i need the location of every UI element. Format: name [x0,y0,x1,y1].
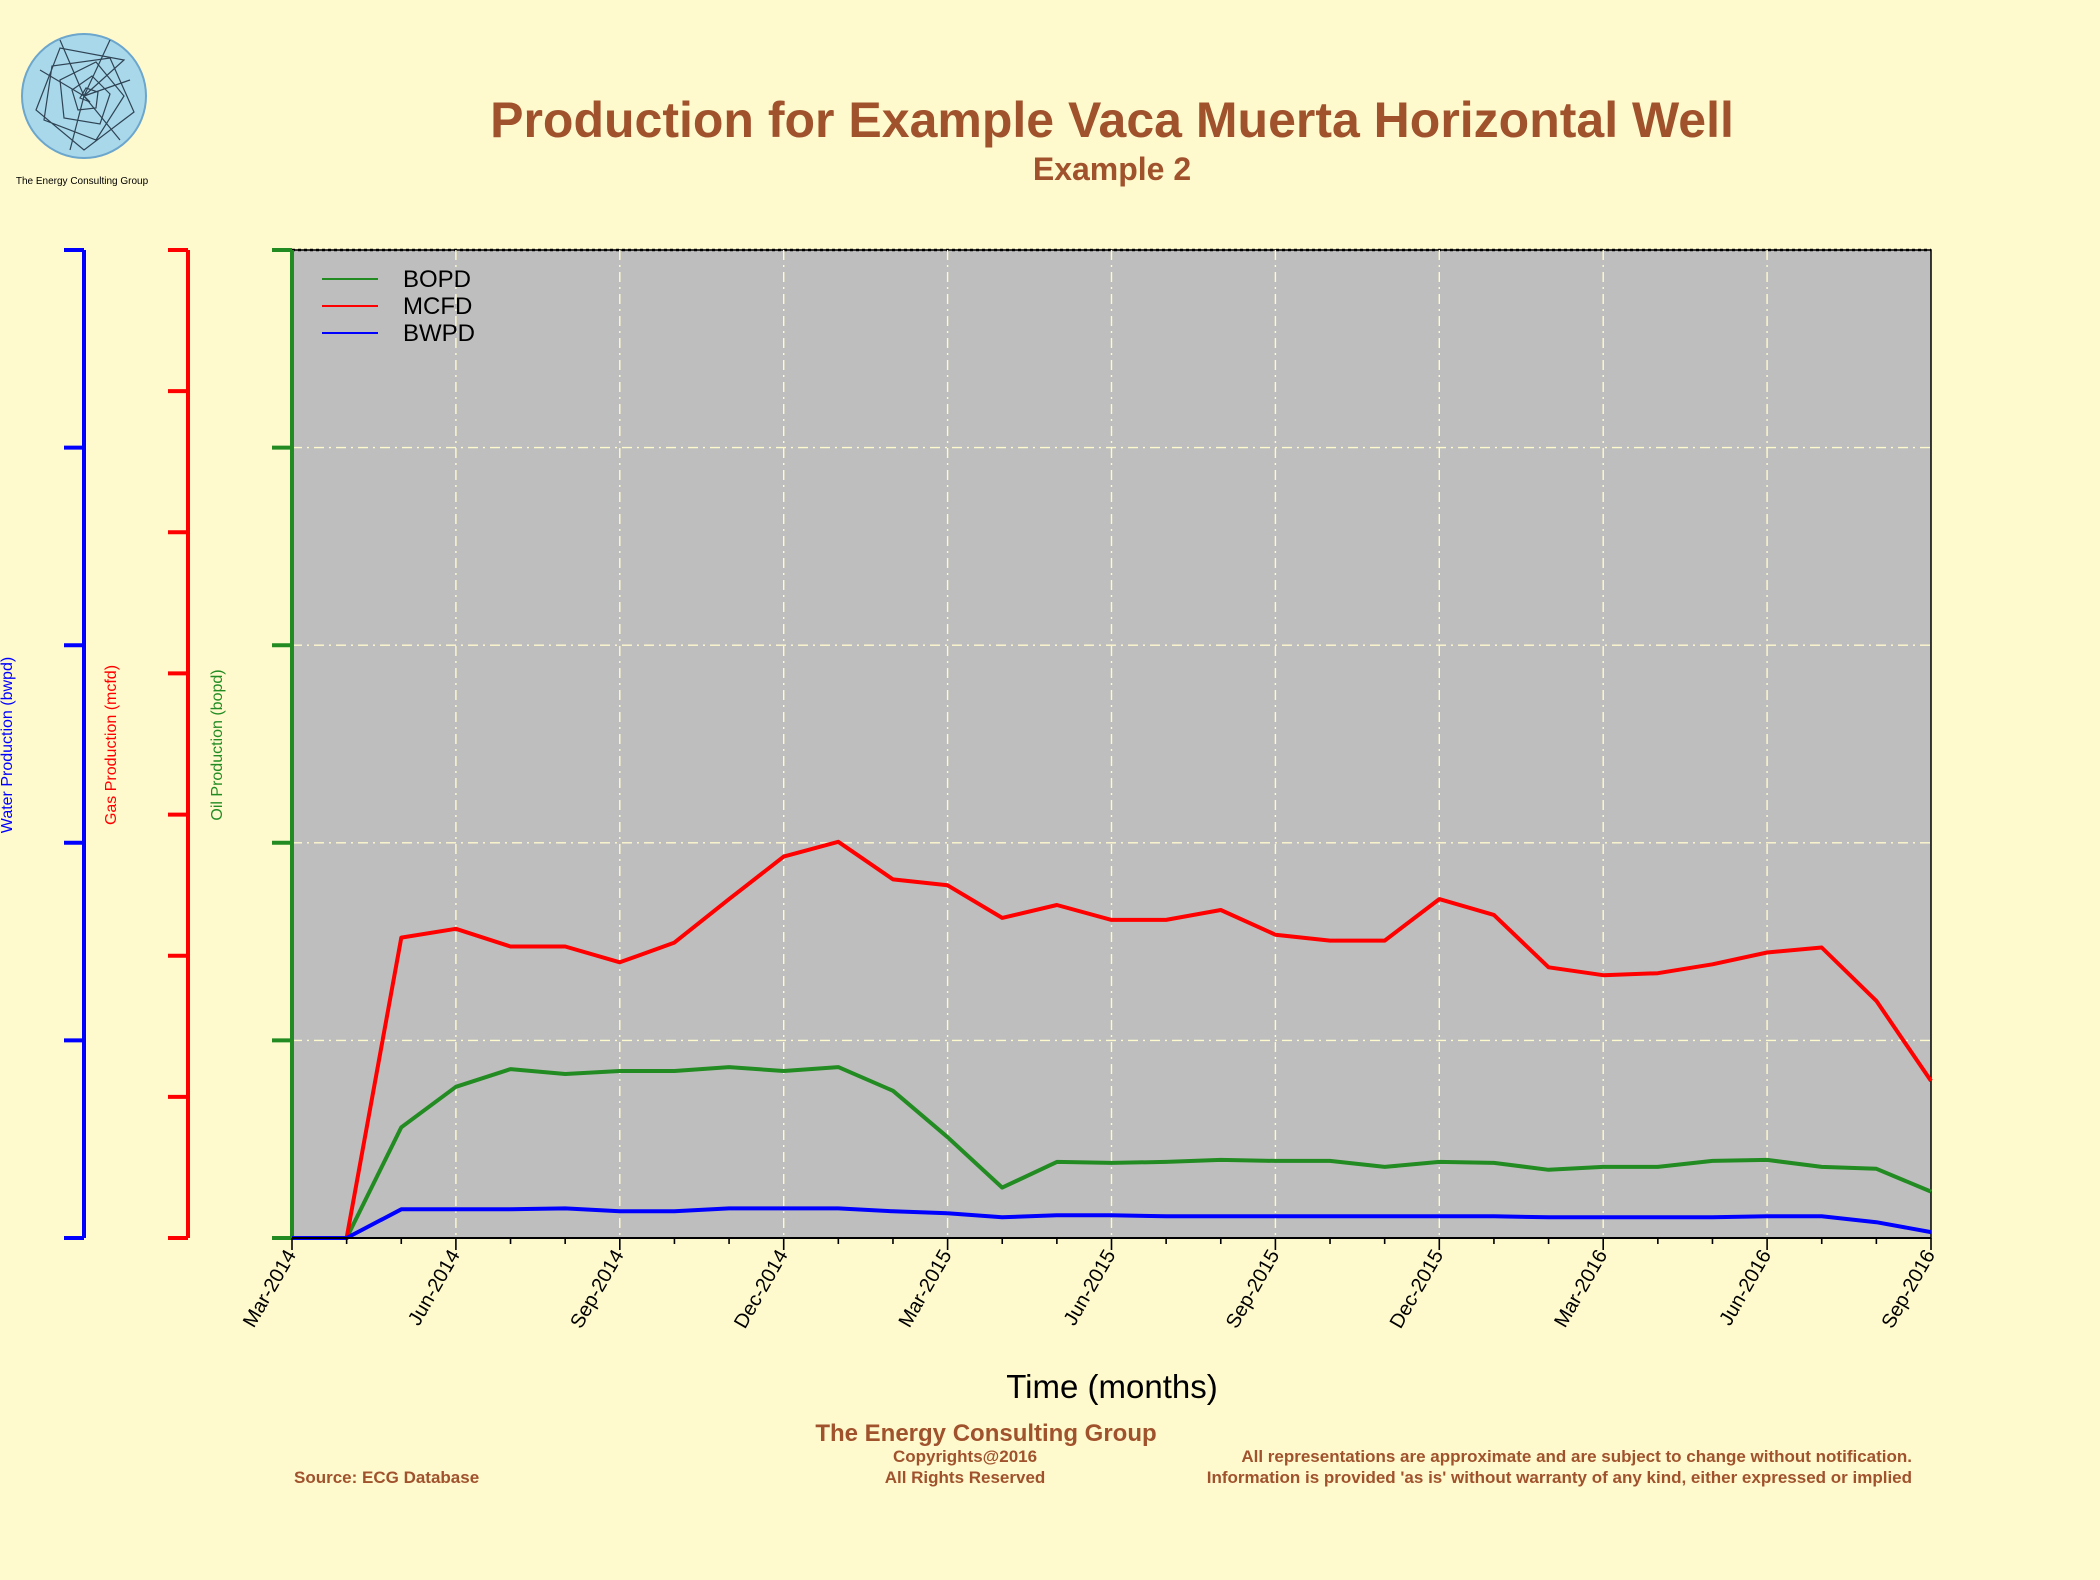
gas-axis-label: Gas Production (mcfd) [103,665,120,825]
footer-company: The Energy Consulting Group [815,1420,1156,1447]
chart-subtitle: Example 2 [1033,151,1191,187]
x-tick-label: Sep-2015 [1222,1246,1284,1332]
series-line-bwpd [292,1206,1932,1240]
logo-caption: The Energy Consulting Group [16,176,149,187]
x-tick-label: Jun-2014 [404,1246,465,1329]
legend-label: BOPD [403,266,471,293]
data-series [292,839,1933,1240]
legend-label: BWPD [403,320,475,347]
x-tick-label: Mar-2015 [895,1246,957,1331]
x-axis-title: Time (months) [1006,1368,1217,1405]
legend-label: MCFD [403,293,472,320]
oil-axis [272,248,294,1240]
series-line-mcfd [292,839,1933,1240]
x-tick-label: Sep-2016 [1877,1246,1939,1332]
x-tick-label: Mar-2014 [239,1246,301,1331]
water-axis [64,248,86,1240]
chart-title: Production for Example Vaca Muerta Horiz… [490,92,1734,148]
x-tick-label: Mar-2016 [1550,1246,1612,1331]
footer-copyright: Copyrights@2016 [893,1447,1037,1466]
x-tick-label: Dec-2014 [730,1246,792,1332]
footer-disclaimer-1: All representations are approximate and … [1241,1447,1912,1466]
grid-lines [292,250,1931,1238]
legend-item-bopd: BOPD [322,266,471,293]
oil-axis-label: Oil Production (bopd) [209,669,226,820]
x-axis: Mar-2014 Jun-2014 Sep-2014 Dec-2014 Mar-2015… [239,1237,1940,1332]
water-axis-label: Water Production (bwpd) [0,657,16,833]
gas-axis [168,248,190,1240]
x-tick-label: Dec-2015 [1386,1246,1448,1332]
x-tick-label: Jun-2015 [1060,1246,1121,1329]
footer-source: Source: ECG Database [294,1468,479,1487]
x-tick-label: Jun-2016 [1715,1246,1776,1329]
footer-disclaimer-2: Information is provided 'as is' without … [1207,1468,1912,1487]
legend-item-bwpd: BWPD [322,320,475,347]
legend-item-mcfd: MCFD [322,293,472,320]
x-tick-label: Sep-2014 [566,1246,628,1332]
left-axes [64,248,294,1240]
series-line-bopd [292,1065,1932,1240]
company-logo: The Energy Consulting Group [16,33,149,187]
footer-rights: All Rights Reserved [885,1468,1046,1487]
